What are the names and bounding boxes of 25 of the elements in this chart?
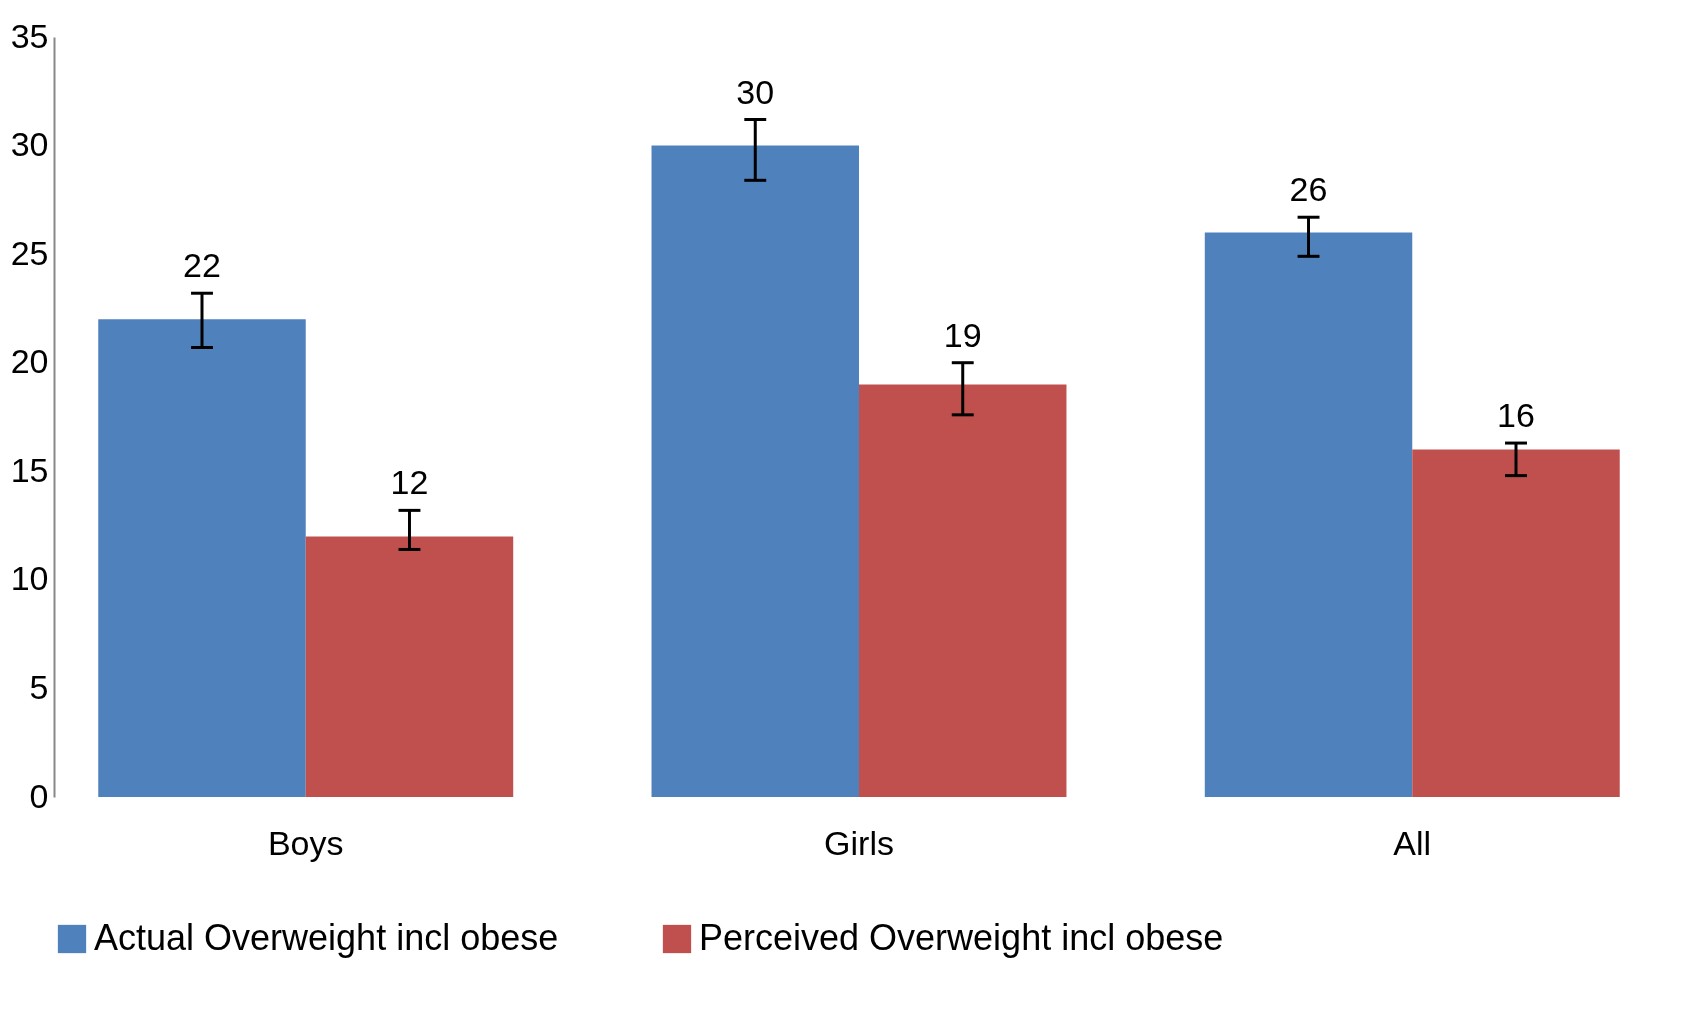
legend-label: Actual Overweight incl obese <box>94 917 559 958</box>
y-tick-label: 35 <box>10 16 49 55</box>
y-tick-label: 5 <box>29 667 49 706</box>
legend-label: Perceived Overweight incl obese <box>699 917 1224 958</box>
data-label: 26 <box>1289 170 1328 209</box>
data-label: 16 <box>1497 396 1535 435</box>
bar <box>651 145 859 797</box>
bar <box>1204 232 1413 797</box>
y-tick-label: 15 <box>10 450 49 489</box>
y-tick-label: 20 <box>10 342 49 381</box>
bar <box>1412 449 1620 797</box>
y-tick-label: 10 <box>10 559 49 598</box>
y-tick-label: 30 <box>10 125 49 164</box>
x-tick-label: Girls <box>824 823 894 862</box>
bar <box>98 319 306 797</box>
data-label: 22 <box>183 246 221 285</box>
data-label: 12 <box>390 463 429 502</box>
bar <box>305 536 514 797</box>
bar <box>859 384 1067 797</box>
data-label: 30 <box>736 72 775 111</box>
y-tick-label: 25 <box>10 233 49 272</box>
y-tick-label: 0 <box>29 776 49 815</box>
data-label: 19 <box>943 315 982 354</box>
x-tick-label: All <box>1393 823 1432 862</box>
x-tick-label: Boys <box>267 823 344 862</box>
